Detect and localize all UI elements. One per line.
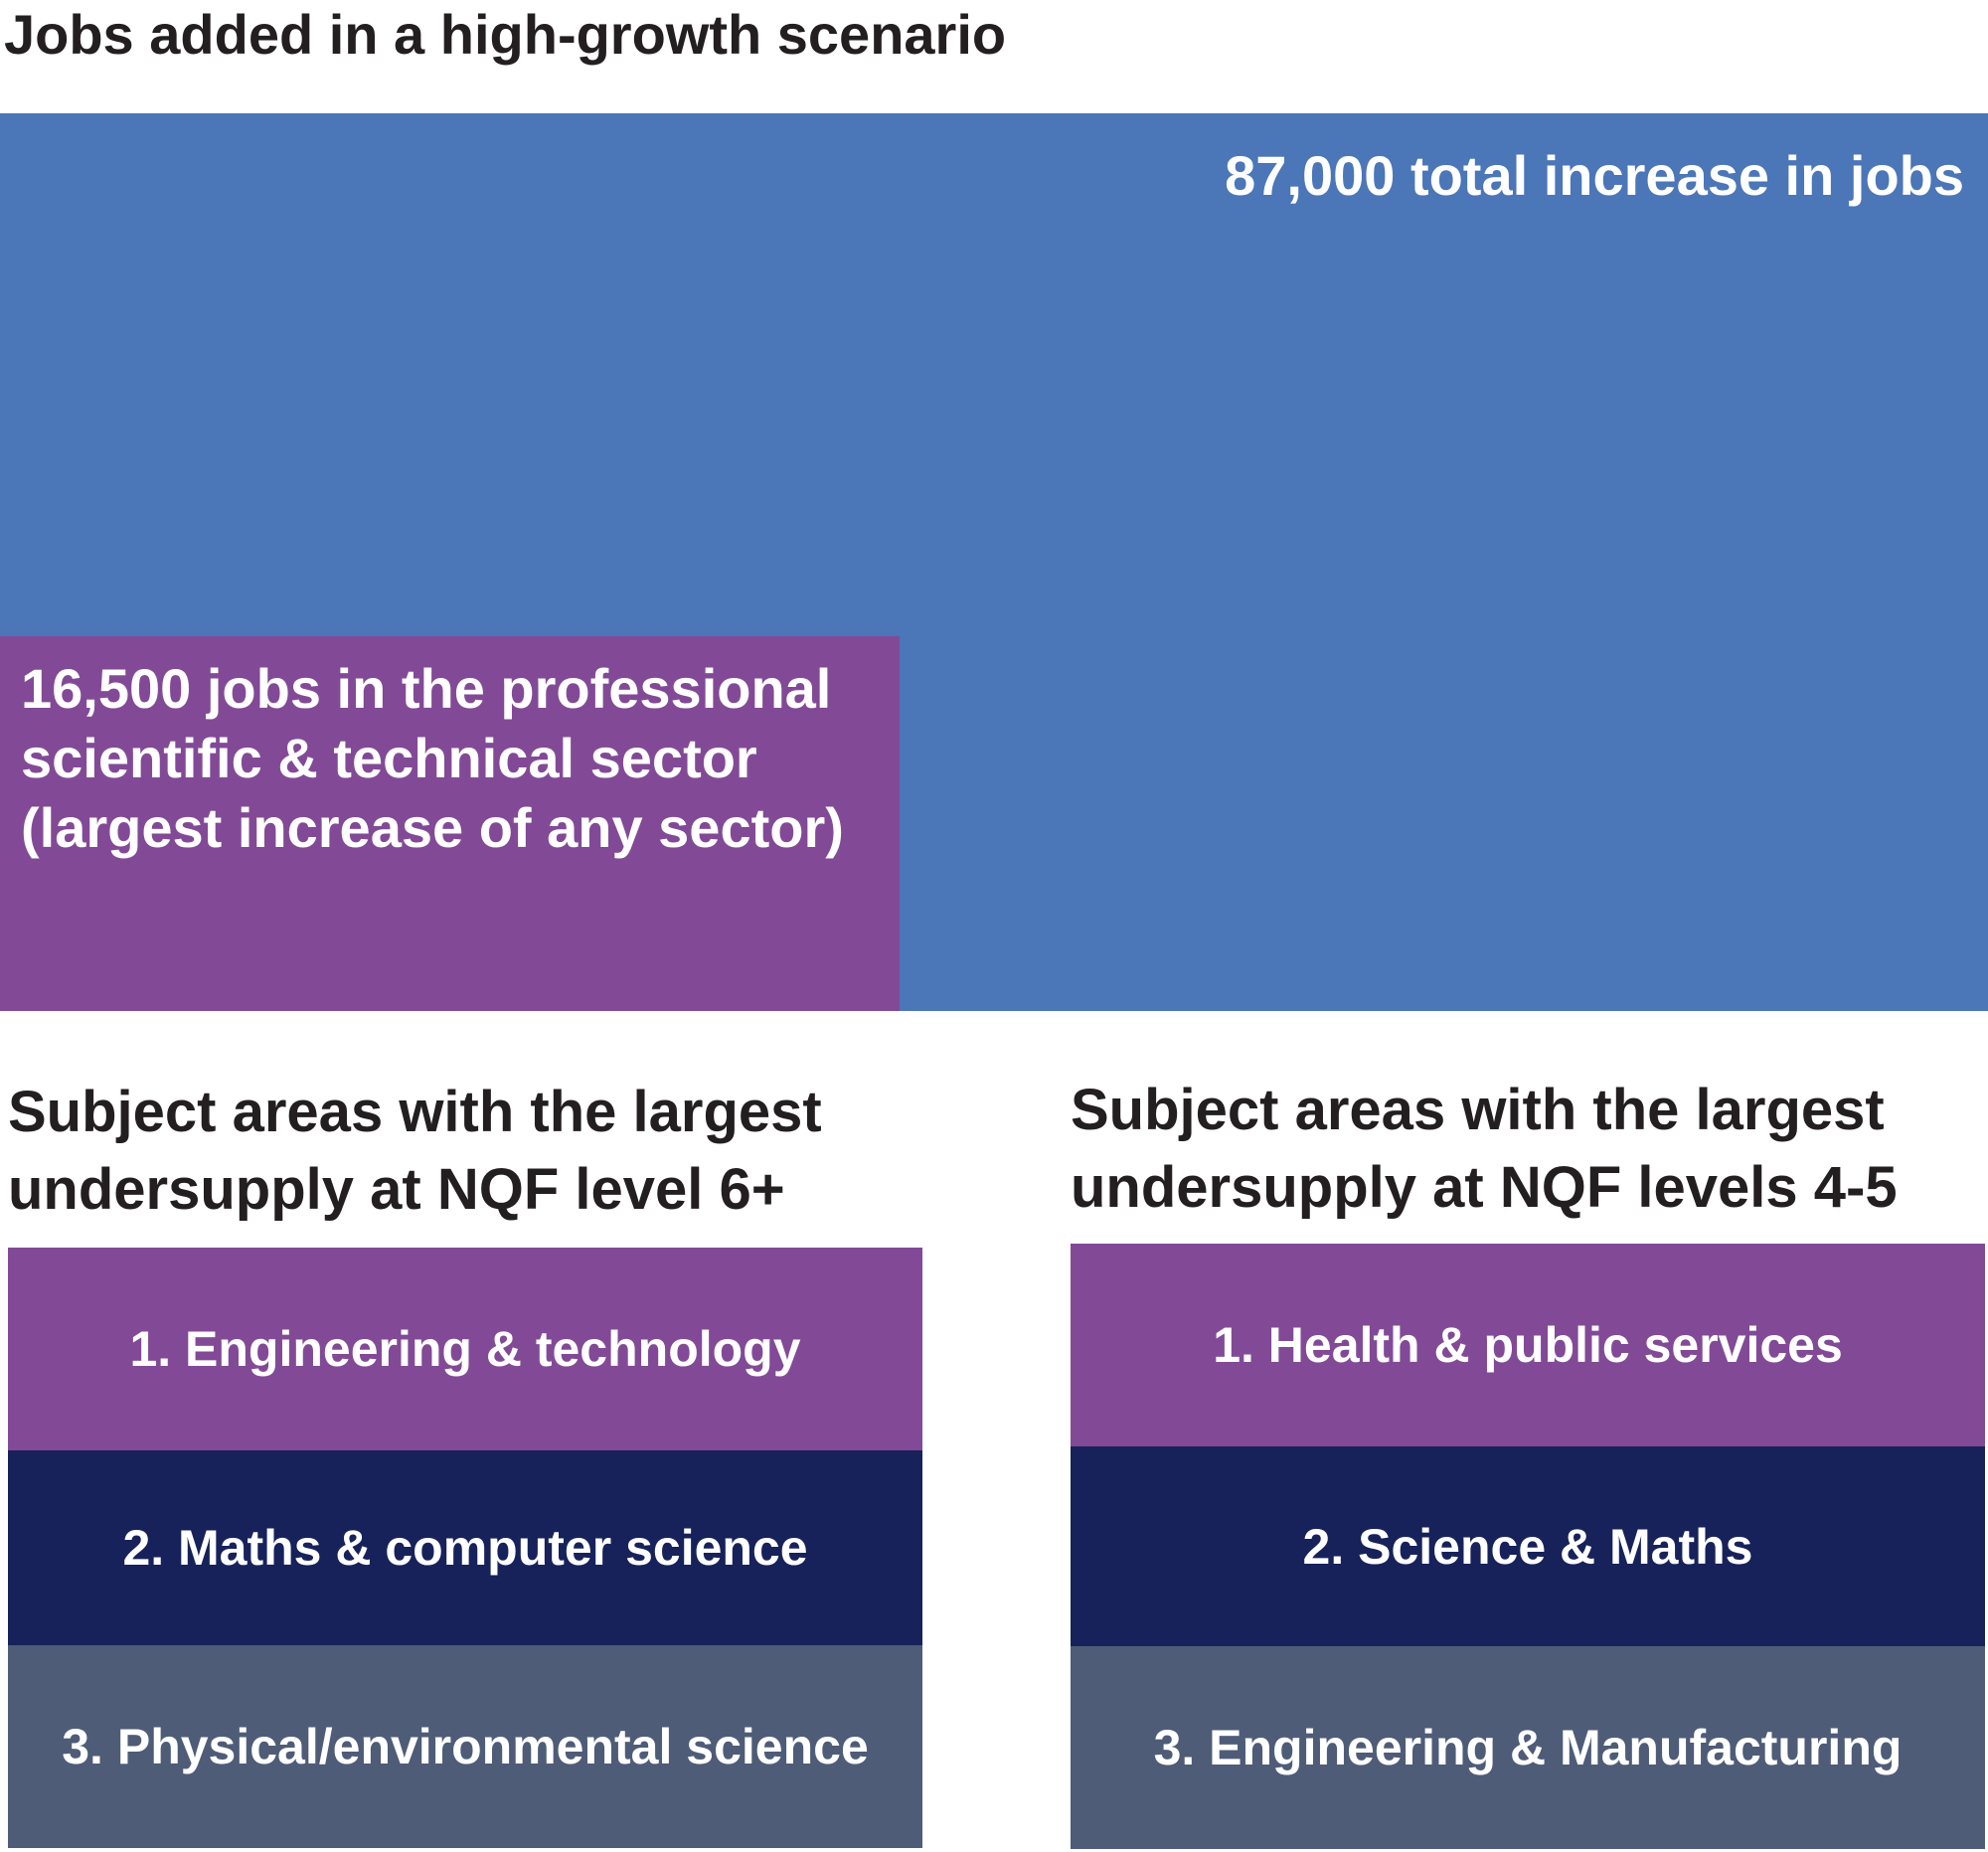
nqf-4-5-list: 1. Health & public services 2. Science &… bbox=[1071, 1244, 1985, 1849]
nqf-6-list: 1. Engineering & technology 2. Maths & c… bbox=[8, 1248, 922, 1848]
sector-jobs-label: 16,500 jobs in the professional scientif… bbox=[21, 657, 844, 859]
nqf-6-item-2: 2. Maths & computer science bbox=[8, 1450, 922, 1645]
nqf-4-5-heading: Subject areas with the largest undersupp… bbox=[1071, 1078, 1898, 1220]
nqf-4-5-item-2: 2. Science & Maths bbox=[1071, 1446, 1985, 1646]
total-jobs-label: 87,000 total increase in jobs bbox=[1225, 144, 1964, 207]
nqf-6-heading: Subject areas with the largest undersupp… bbox=[8, 1080, 822, 1222]
nqf-6-item-1: 1. Engineering & technology bbox=[8, 1248, 922, 1450]
chart-title: Jobs added in a high-growth scenario bbox=[4, 3, 1007, 66]
sector-jobs-area: 16,500 jobs in the professional scientif… bbox=[0, 636, 900, 1011]
nqf-4-5-item-3: 3. Engineering & Manufacturing bbox=[1071, 1646, 1985, 1849]
nqf-6-item-3: 3. Physical/environmental science bbox=[8, 1645, 922, 1848]
nqf-4-5-item-1: 1. Health & public services bbox=[1071, 1244, 1985, 1446]
